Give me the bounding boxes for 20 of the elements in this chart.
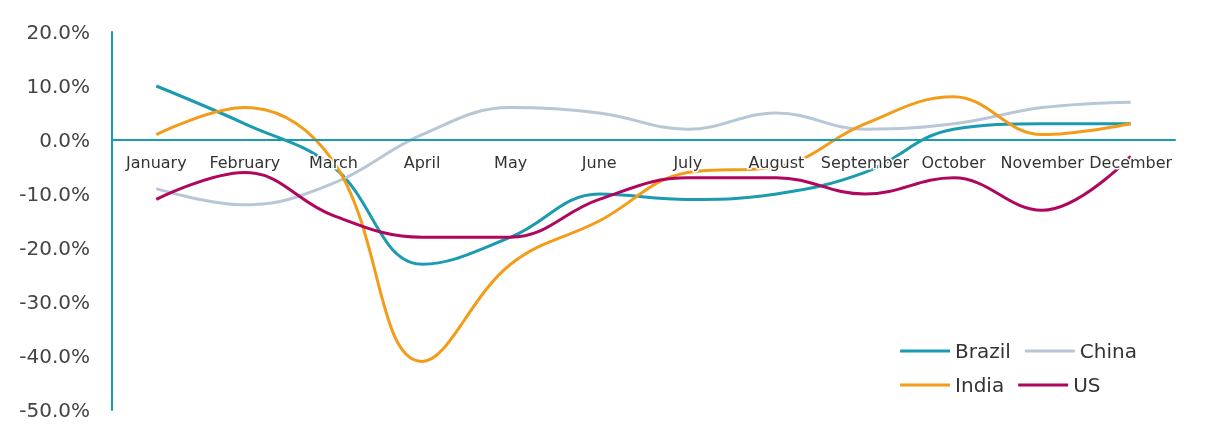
y-tick-label: 20.0% [26,20,90,44]
x-tick-label: November [1000,152,1085,172]
y-tick-label: -10.0% [19,182,90,206]
legend-label: India [955,373,1005,397]
y-tick-label: 10.0% [26,74,90,98]
x-tick-label: May [494,152,528,172]
legend-label: China [1079,339,1138,363]
y-tick-label: 0.0% [39,128,90,152]
y-tick-label: -30.0% [19,290,90,314]
x-tick-label: January [124,152,187,172]
y-tick-label: -40.0% [19,344,90,368]
x-tick-label: June [580,152,617,172]
legend-label: US [1073,373,1101,397]
x-tick-label: July [672,152,703,172]
x-tick-label: February [209,152,281,172]
y-tick-label: -20.0% [19,236,90,260]
y-tick-label: -50.0% [19,398,90,422]
x-tick-label: April [403,152,441,172]
x-tick-label: October [921,152,986,172]
legend-label: Brazil [955,339,1011,363]
